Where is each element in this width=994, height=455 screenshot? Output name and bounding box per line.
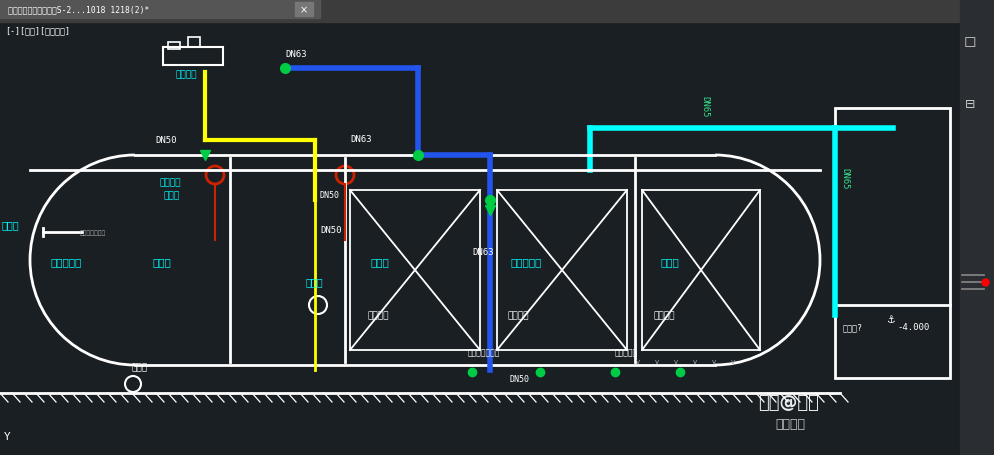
Text: 排放口: 排放口: [2, 220, 20, 230]
Bar: [642, 190, 760, 350]
Text: 微孔薄膜曝气器: 微孔薄膜曝气器: [468, 348, 500, 357]
Text: 控水圆堰: 控水圆堰: [160, 178, 182, 187]
Text: [-][俯视][二维线框]: [-][俯视][二维线框]: [5, 26, 70, 35]
Text: DN65: DN65: [700, 96, 709, 117]
Text: DN50: DN50: [510, 375, 530, 384]
Text: 提升水?: 提升水?: [843, 323, 863, 332]
Bar: [295, 2, 313, 16]
Text: DN50: DN50: [155, 136, 177, 145]
Text: 消毒设备: 消毒设备: [175, 70, 197, 79]
Text: DN50: DN50: [320, 191, 340, 200]
Text: ◻: ◻: [964, 35, 976, 50]
Text: 生化填料: 生化填料: [368, 311, 390, 320]
Text: ×: ×: [300, 5, 308, 15]
Bar: [835, 108, 950, 378]
Text: 三级氧化池: 三级氧化池: [510, 257, 542, 267]
Bar: [168, 42, 180, 49]
Text: -4.000: -4.000: [897, 323, 929, 332]
Text: v: v: [731, 359, 736, 365]
Text: 二沉池: 二沉池: [370, 257, 389, 267]
Text: 生化填料: 生化填料: [508, 311, 530, 320]
Text: DN65: DN65: [840, 168, 849, 190]
Text: 提升泵: 提升泵: [306, 277, 324, 287]
Bar: [188, 37, 200, 47]
Bar: [960, 0, 994, 455]
Text: 消毒排放池: 消毒排放池: [50, 257, 82, 267]
Text: DN63: DN63: [350, 135, 372, 144]
Text: ⚓: ⚓: [886, 315, 895, 325]
Text: v: v: [674, 359, 678, 365]
Text: 污泥泵: 污泥泵: [132, 363, 148, 372]
Text: 沿池壁流量计孔: 沿池壁流量计孔: [80, 230, 106, 236]
Text: 沉淀槽: 沉淀槽: [163, 191, 179, 200]
Bar: [0, 0, 320, 18]
Bar: [350, 190, 480, 350]
Text: 知乎@甘度: 知乎@甘度: [758, 394, 819, 412]
Text: ⊟: ⊟: [965, 98, 975, 111]
Text: v: v: [712, 359, 716, 365]
Text: Y: Y: [4, 432, 11, 442]
Text: DN63: DN63: [472, 248, 493, 257]
Bar: [0, 0, 994, 22]
Text: DN63: DN63: [285, 50, 306, 59]
Text: 生化填料: 生化填料: [653, 311, 675, 320]
Text: 初沉池: 初沉池: [660, 257, 679, 267]
Text: v: v: [693, 359, 697, 365]
Text: 甘度环境: 甘度环境: [775, 418, 805, 431]
Bar: [497, 190, 627, 350]
Bar: [163, 47, 223, 65]
Text: 最后一体化污水深化图S-2...1018 1218(2)*: 最后一体化污水深化图S-2...1018 1218(2)*: [8, 5, 149, 15]
Text: 污泥池: 污泥池: [152, 257, 171, 267]
Text: DN50: DN50: [320, 226, 342, 235]
Text: 陶瓷曝气管: 陶瓷曝气管: [615, 348, 638, 357]
Text: v: v: [636, 359, 640, 365]
Text: v: v: [655, 359, 659, 365]
